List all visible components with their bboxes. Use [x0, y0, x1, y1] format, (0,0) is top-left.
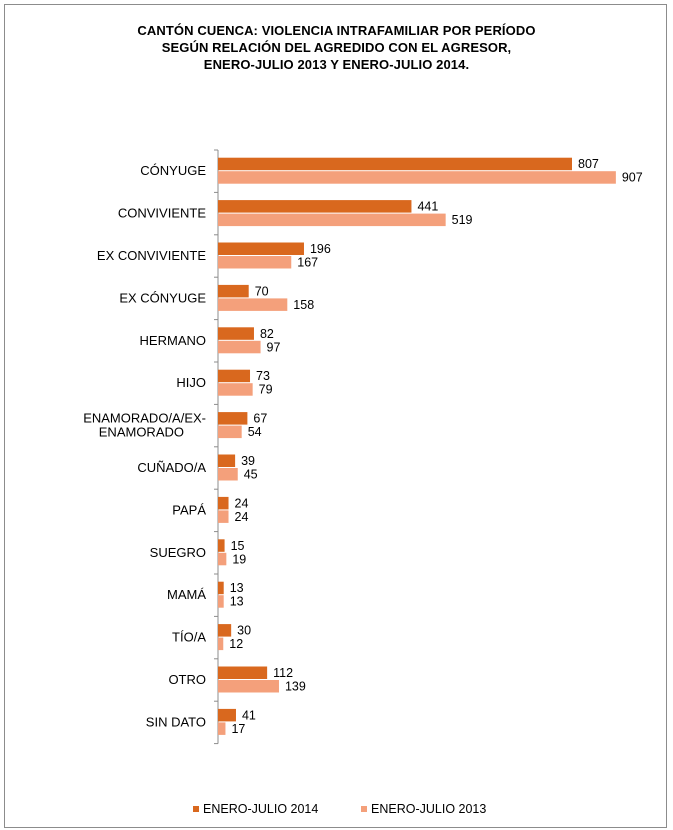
category-label: CÓNYUGE [140, 163, 206, 178]
data-label-2013: 17 [231, 722, 245, 736]
data-label-2014: 82 [260, 327, 274, 341]
data-label-2014: 30 [237, 624, 251, 638]
bar-2014 [218, 157, 572, 171]
chart-title-line-2: SEGÚN RELACIÓN DEL AGREDIDO CON EL AGRES… [161, 40, 512, 55]
legend-item-2013: ENERO-JULIO 2013 [361, 802, 486, 816]
bar-2014 [218, 666, 268, 679]
legend-swatch-2014 [193, 806, 199, 812]
bar-2014 [218, 624, 232, 637]
chart-title: CANTÓN CUENCA: VIOLENCIA INTRAFAMILIAR P… [0, 22, 673, 73]
category-label: MAMÁ [167, 587, 206, 602]
bar-2014 [218, 242, 304, 255]
chart-title-line-1: CANTÓN CUENCA: VIOLENCIA INTRAFAMILIAR P… [137, 23, 536, 38]
data-label-2013: 54 [248, 425, 262, 439]
bar-2013 [218, 552, 227, 566]
bar-2014 [218, 454, 236, 467]
bar-2013 [218, 468, 238, 481]
data-label-2014: 41 [242, 708, 256, 722]
legend-label-2013: ENERO-JULIO 2013 [371, 802, 487, 816]
category-label: TÍO/A [172, 630, 206, 645]
data-label-2013: 24 [235, 510, 249, 524]
data-label-2013: 12 [229, 637, 243, 651]
bar-2013 [218, 637, 224, 651]
category-label: ENAMORADO/A/EX-ENAMORADO [83, 411, 206, 440]
data-label-2013: 19 [232, 552, 246, 566]
data-label-2013: 167 [297, 256, 318, 270]
category-label: EX CONVIVIENTE [97, 248, 206, 263]
category-label: PAPÁ [172, 502, 206, 517]
data-label-2014: 13 [230, 581, 244, 595]
bar-2013 [218, 256, 292, 269]
bar-2014 [218, 369, 251, 383]
bar-chart: CÓNYUGE 807 907 CONVIVIENTE 441 519 EX CONVIVI… [83, 149, 643, 745]
bar-2013 [218, 213, 446, 227]
category-label: OTRO [168, 672, 206, 687]
category-label: SUEGRO [150, 545, 206, 560]
bar-2014 [218, 327, 254, 340]
data-label-2014: 441 [417, 200, 438, 214]
category-label: CONVIVIENTE [118, 206, 206, 221]
chart-frame [4, 4, 667, 828]
bar-2013 [218, 510, 229, 523]
bar-2013 [218, 595, 224, 608]
legend-label-2014: ENERO-JULIO 2014 [203, 802, 319, 816]
bar-2014 [218, 708, 236, 722]
legend-swatch-2013 [361, 806, 367, 812]
data-label-2014: 196 [310, 242, 331, 256]
chart-title-line-3: ENERO-JULIO 2013 Y ENERO-JULIO 2014. [203, 57, 470, 72]
bar-2014 [218, 200, 412, 213]
bar-2013 [218, 425, 242, 439]
data-label-2014: 39 [241, 454, 255, 468]
data-label-2013: 45 [244, 468, 258, 482]
data-label-2013: 158 [293, 298, 314, 312]
category-label: HIJO [176, 375, 206, 390]
data-label-2014: 70 [255, 284, 269, 298]
bar-2013 [218, 722, 226, 735]
data-label-2014: 73 [256, 369, 270, 383]
data-label-2014: 807 [578, 157, 599, 171]
data-label-2013: 519 [452, 213, 473, 227]
bar-2013 [218, 340, 261, 354]
data-label-2014: 112 [273, 666, 293, 680]
data-label-2014: 67 [253, 412, 267, 426]
data-label-2013: 79 [259, 383, 273, 397]
data-label-2013: 139 [285, 680, 306, 694]
bar-2014 [218, 539, 225, 552]
bar-2013 [218, 298, 288, 311]
bar-2014 [218, 496, 229, 510]
category-label: CUÑADO/A [137, 460, 206, 475]
data-label-2013: 97 [267, 340, 281, 354]
data-label-2013: 907 [622, 171, 643, 185]
chart-legend: ENERO-JULIO 2014 ENERO-JULIO 2013 [0, 802, 673, 818]
bar-2014 [218, 581, 224, 595]
data-label-2013: 13 [230, 595, 244, 609]
data-label-2014: 24 [235, 496, 249, 510]
bar-2013 [218, 383, 253, 396]
legend-item-2014: ENERO-JULIO 2014 [193, 802, 318, 816]
data-label-2014: 15 [231, 539, 245, 553]
category-label: SIN DATO [146, 714, 206, 729]
bar-2013 [218, 171, 616, 184]
category-label: HERMANO [140, 333, 206, 348]
bar-2014 [218, 284, 249, 298]
bar-2014 [218, 412, 248, 425]
bar-2013 [218, 680, 279, 693]
category-label: EX CÓNYUGE [119, 290, 206, 305]
